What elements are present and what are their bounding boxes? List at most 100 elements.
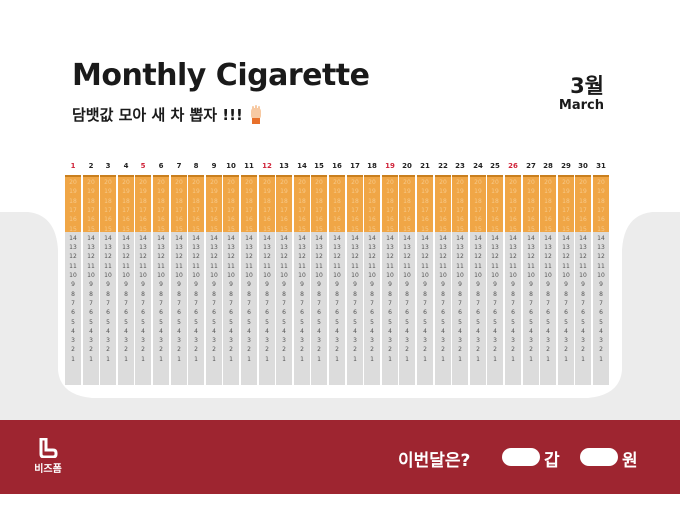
cigarette-count-6[interactable]: 6	[405, 309, 409, 317]
cigarette-count-4[interactable]: 4	[476, 327, 480, 335]
cigarette-count-3[interactable]: 3	[423, 337, 427, 345]
cigarette-count-8[interactable]: 8	[124, 290, 128, 298]
cigarette-count-1[interactable]: 1	[546, 355, 550, 363]
cigarette-count-2[interactable]: 2	[265, 346, 269, 354]
cigarette-count-18[interactable]: 18	[351, 197, 359, 205]
cigarette-count-8[interactable]: 8	[159, 290, 163, 298]
cigarette-count-3[interactable]: 3	[441, 337, 445, 345]
cigarette-count-4[interactable]: 4	[405, 327, 409, 335]
cigarette-count-18[interactable]: 18	[386, 197, 394, 205]
cigarette-count-16[interactable]: 16	[597, 216, 605, 224]
cigarette-count-4[interactable]: 4	[124, 327, 128, 335]
cigarette-count-11[interactable]: 11	[509, 262, 517, 270]
cigarette-count-19[interactable]: 19	[69, 188, 77, 196]
cigarette-count-19[interactable]: 19	[491, 188, 499, 196]
cigarette-count-16[interactable]: 16	[562, 216, 570, 224]
cigarette-day-2[interactable]: 20 19 18 17 16 15 14 13 12 11 10 9 8 7 6 5 4 3 2 1	[83, 175, 99, 385]
cigarette-count-15[interactable]: 15	[562, 225, 570, 233]
cigarette-count-7[interactable]: 7	[511, 299, 515, 307]
cigarette-count-18[interactable]: 18	[175, 197, 183, 205]
cigarette-count-3[interactable]: 3	[247, 337, 251, 345]
cigarette-count-12[interactable]: 12	[474, 253, 482, 261]
cigarette-count-16[interactable]: 16	[139, 216, 147, 224]
cigarette-day-20[interactable]: 20 19 18 17 16 15 14 13 12 11 10 9 8 7 6 5 4 3 2 1	[399, 175, 415, 385]
cigarette-count-9[interactable]: 9	[370, 281, 374, 289]
cigarette-count-8[interactable]: 8	[405, 290, 409, 298]
cigarette-count-18[interactable]: 18	[474, 197, 482, 205]
cigarette-count-7[interactable]: 7	[317, 299, 321, 307]
cigarette-count-8[interactable]: 8	[546, 290, 550, 298]
cigarette-count-17[interactable]: 17	[157, 206, 165, 214]
cigarette-count-18[interactable]: 18	[368, 197, 376, 205]
cigarette-count-9[interactable]: 9	[247, 281, 251, 289]
cigarette-count-7[interactable]: 7	[265, 299, 269, 307]
cigarette-count-1[interactable]: 1	[317, 355, 321, 363]
cigarette-count-2[interactable]: 2	[212, 346, 216, 354]
cigarette-count-15[interactable]: 15	[315, 225, 323, 233]
cigarette-count-16[interactable]: 16	[280, 216, 288, 224]
cigarette-count-7[interactable]: 7	[159, 299, 163, 307]
cigarette-count-9[interactable]: 9	[388, 281, 392, 289]
cigarette-count-16[interactable]: 16	[509, 216, 517, 224]
cigarette-count-19[interactable]: 19	[439, 188, 447, 196]
cigarette-count-18[interactable]: 18	[139, 197, 147, 205]
cigarette-count-15[interactable]: 15	[280, 225, 288, 233]
cigarette-count-16[interactable]: 16	[315, 216, 323, 224]
cigarette-count-2[interactable]: 2	[441, 346, 445, 354]
cigarette-count-17[interactable]: 17	[351, 206, 359, 214]
cigarette-count-8[interactable]: 8	[141, 290, 145, 298]
cigarette-count-1[interactable]: 1	[300, 355, 304, 363]
cigarette-count-15[interactable]: 15	[333, 225, 341, 233]
cigarette-count-14[interactable]: 14	[210, 234, 218, 242]
cigarette-count-9[interactable]: 9	[353, 281, 357, 289]
cigarette-count-15[interactable]: 15	[210, 225, 218, 233]
cigarette-count-17[interactable]: 17	[69, 206, 77, 214]
cigarette-count-2[interactable]: 2	[353, 346, 357, 354]
cigarette-count-2[interactable]: 2	[599, 346, 603, 354]
cigarette-day-22[interactable]: 20 19 18 17 16 15 14 13 12 11 10 9 8 7 6 5 4 3 2 1	[435, 175, 451, 385]
cigarette-count-4[interactable]: 4	[177, 327, 181, 335]
cigarette-count-16[interactable]: 16	[544, 216, 552, 224]
cigarette-count-2[interactable]: 2	[141, 346, 145, 354]
cigarette-count-13[interactable]: 13	[474, 244, 482, 252]
cigarette-count-20[interactable]: 20	[456, 179, 464, 186]
cigarette-count-3[interactable]: 3	[159, 337, 163, 345]
cigarette-count-9[interactable]: 9	[106, 281, 110, 289]
cigarette-count-14[interactable]: 14	[122, 234, 130, 242]
cigarette-count-12[interactable]: 12	[122, 253, 130, 261]
cigarette-count-12[interactable]: 12	[157, 253, 165, 261]
cigarette-count-15[interactable]: 15	[439, 225, 447, 233]
cigarette-count-4[interactable]: 4	[335, 327, 339, 335]
cigarette-count-12[interactable]: 12	[139, 253, 147, 261]
cigarette-count-19[interactable]: 19	[368, 188, 376, 196]
cigarette-count-4[interactable]: 4	[229, 327, 233, 335]
cigarette-count-10[interactable]: 10	[87, 272, 95, 279]
cigarette-count-11[interactable]: 11	[139, 262, 147, 270]
cigarette-count-12[interactable]: 12	[104, 253, 112, 261]
cigarette-count-10[interactable]: 10	[280, 272, 288, 279]
cigarette-count-13[interactable]: 13	[562, 244, 570, 252]
cigarette-count-17[interactable]: 17	[280, 206, 288, 214]
cigarette-count-19[interactable]: 19	[280, 188, 288, 196]
cigarette-count-4[interactable]: 4	[599, 327, 603, 335]
cigarette-count-18[interactable]: 18	[597, 197, 605, 205]
cigarette-count-4[interactable]: 4	[493, 327, 497, 335]
cigarette-count-14[interactable]: 14	[227, 234, 235, 242]
cigarette-count-1[interactable]: 1	[89, 355, 93, 363]
cigarette-count-16[interactable]: 16	[474, 216, 482, 224]
cigarette-count-13[interactable]: 13	[192, 244, 200, 252]
cigarette-count-7[interactable]: 7	[194, 299, 198, 307]
cigarette-count-9[interactable]: 9	[405, 281, 409, 289]
cigarette-count-3[interactable]: 3	[89, 337, 93, 345]
cigarette-count-9[interactable]: 9	[265, 281, 269, 289]
cigarette-count-10[interactable]: 10	[298, 272, 306, 279]
cigarette-count-20[interactable]: 20	[175, 179, 183, 186]
cigarette-count-1[interactable]: 1	[265, 355, 269, 363]
cigarette-count-15[interactable]: 15	[403, 225, 411, 233]
cigarette-count-13[interactable]: 13	[280, 244, 288, 252]
cigarette-count-8[interactable]: 8	[423, 290, 427, 298]
cigarette-count-7[interactable]: 7	[370, 299, 374, 307]
cigarette-count-1[interactable]: 1	[581, 355, 585, 363]
cigarette-count-18[interactable]: 18	[192, 197, 200, 205]
cigarette-count-2[interactable]: 2	[229, 346, 233, 354]
